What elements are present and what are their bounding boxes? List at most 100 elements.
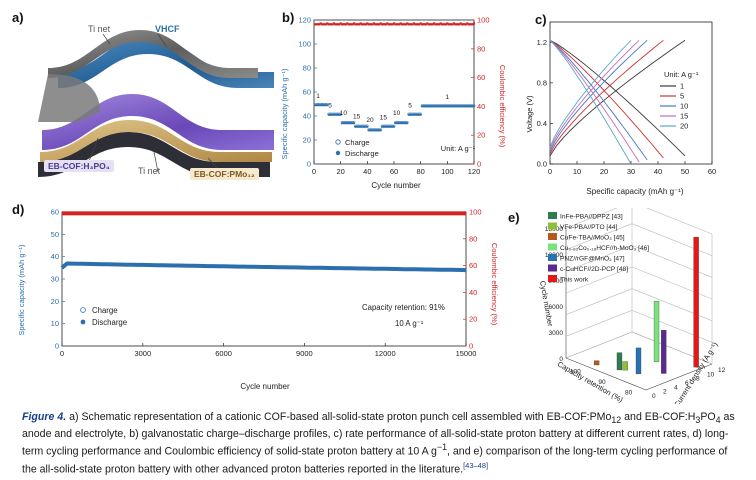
b-efficiency-point [403,23,406,26]
c-discharge-curve [549,39,648,161]
b-efficiency-point [380,23,384,26]
b-efficiency-point [322,23,325,26]
b-y2tick-label: 60 [477,73,485,82]
b-efficiency-point [343,23,346,26]
b-efficiency-point [330,23,333,26]
pmo-layer [40,120,272,162]
b-efficiency-point [423,23,426,26]
b-ytick-label: 0 [307,160,311,169]
b-discharge-point [379,129,382,132]
b-efficiency-point [394,23,397,26]
b-efficiency-point [434,23,437,26]
label-eb-cof-pmo12: EB-COF:PMo₁₂ [190,168,259,180]
c-plot-frame [549,21,713,165]
caption-text-2: and EB-COF:H [621,411,696,423]
b-efficiency-point [363,23,366,26]
caption-text-1: a) Schematic representation of a cationi… [66,411,612,423]
b-rate-label: 1 [446,94,450,101]
b-rate-label: 5 [328,103,332,110]
c-charge-curve [549,39,632,148]
b-efficiency-point [331,23,334,26]
label-ti-net-bottom: Ti net [138,166,161,176]
b-efficiency-point [444,23,448,26]
b-efficiency-point [334,23,337,26]
b-efficiency-point [442,23,445,26]
b-efficiency-point [404,23,408,26]
b-rate-label: 5 [408,103,412,110]
b-efficiency-point [458,23,461,26]
b-efficiency-point [344,23,348,26]
c-legend-label: 15 [680,112,688,121]
e-box-edge [631,310,713,343]
e-bar [616,352,623,371]
b-efficiency-point [459,22,462,25]
b-ytick-label: 20 [303,136,311,145]
b-efficiency-point [398,23,401,26]
b-efficiency-point [315,23,318,26]
e-legend-swatch [548,254,557,261]
e-ytick-label: 4 [674,384,678,391]
b-efficiency-point [364,23,368,26]
e-ytick-label: 8 [696,376,700,383]
b-efficiency-point [467,23,470,26]
b-efficiency-point [347,23,350,26]
label-ti-net-top: Ti net [88,24,111,34]
d-xtick-label: 3000 [134,349,151,358]
b-efficiency-point [456,23,460,26]
e-ytick-label: 2 [663,389,667,396]
c-xtick-label: 30 [627,167,635,176]
b-efficiency-point [392,22,396,25]
b-ytick-label: 100 [298,40,311,49]
b-efficiency-point [454,23,457,26]
d-xtick-label: 0 [60,349,64,358]
b-efficiency-point [327,23,330,26]
b-efficiency-point [376,23,380,26]
b-discharge-point [472,105,476,108]
e-ztick-label: 0 [559,356,563,363]
d-efficiency-series [62,211,466,216]
b-ytick-label: 80 [303,64,311,73]
panel-c-letter: c) [535,12,547,27]
b-efficiency-point [471,23,474,26]
b-efficiency-point [378,23,381,26]
b-xtick-label: 100 [441,167,454,176]
b-discharge-point [406,122,409,125]
d-capacity-series [60,261,467,273]
b-efficiency-point [470,23,473,26]
c-legend-label: 5 [680,92,684,101]
b-efficiency-point [346,22,349,25]
b-efficiency-point [324,23,328,26]
e-legend-label: CuFe-TBA//MoO₃ [45] [560,235,625,242]
b-plot-frame [313,19,475,165]
c-ytick-label: 1.2 [537,38,547,47]
b-efficiency-point [388,23,392,26]
b-efficiency-point [383,23,386,26]
figure-caption: Figure 4. a) Schematic representation of… [22,411,738,477]
b-efficiency-point [399,22,402,25]
b-efficiency-point [455,23,458,26]
e-box-edge [565,357,647,391]
b-efficiency-point [336,23,340,26]
b-efficiency-point [440,23,444,26]
b-efficiency-point [356,23,360,26]
d-ylabel: Specific capacity (mAh g⁻¹) [17,244,26,336]
e-xtick-label: 80 [625,390,633,397]
b-efficiency-point [354,23,357,26]
e-box-edge [646,208,713,235]
b-efficiency-point [462,23,465,26]
e-legend-swatch [548,275,557,282]
d-y2label: Coulombic efficiency (%) [490,243,499,326]
b-xtick-label: 80 [416,167,424,176]
panel-d-letter: d) [12,202,25,217]
chart-d: 0 3000 6000 9000 12000 1500001020304050600204… [17,208,499,392]
b-ytick-label: 60 [303,88,311,97]
panel-a-schematic [38,30,274,177]
c-legend-title: Unit: A g⁻¹ [664,70,699,79]
c-charge-curve [549,39,640,150]
caption-text-4: as anode and electrolyte, b) galvanostat… [22,411,735,458]
d-y2tick-label: 100 [469,208,482,217]
e-xtick-label: 90 [598,379,606,386]
e-legend-swatch [548,243,557,251]
e-legend-label: PNZ//rGF@MnO₂ [47] [560,256,625,263]
e-bar [661,330,667,374]
